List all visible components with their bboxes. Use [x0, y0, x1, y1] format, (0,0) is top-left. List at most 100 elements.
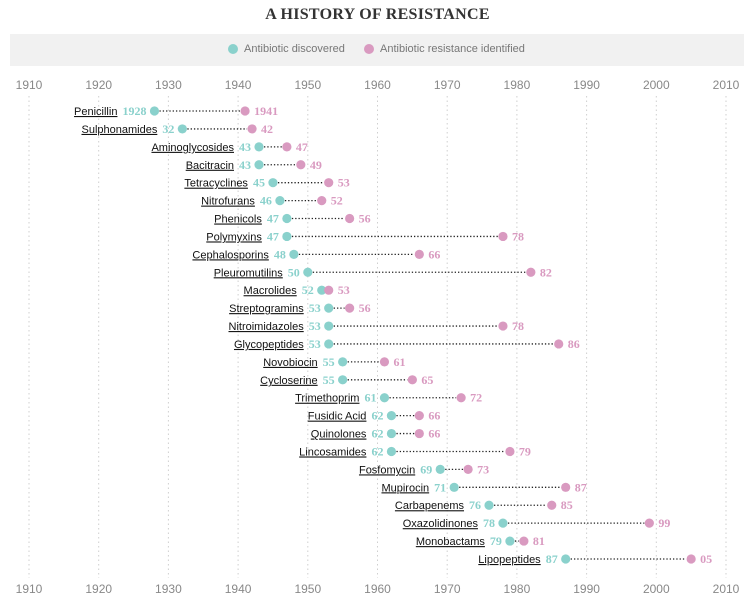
discovered-dot-bacitracin: [254, 160, 264, 170]
row-oxazolidinones: 78 Oxazolidinones 99: [403, 516, 671, 530]
resistance-label-pleuromutilins: 82: [540, 265, 552, 279]
resistance-dot-bacitracin: [296, 160, 306, 170]
discovered-dot-quinolones: [386, 428, 397, 439]
discovered-dot-mupirocin: [449, 482, 459, 492]
name-label-glycopeptides: Glycopeptides: [234, 339, 304, 351]
discovered-dot-oxazolidinones: [498, 518, 508, 528]
resistance-dot-lincosamides: [505, 446, 515, 457]
discovered-dot-macrolides: [317, 285, 327, 295]
row-nitroimidazoles: 53 Nitroimidazoles 78: [229, 319, 524, 333]
name-label-fusidic-acid: Fusidic Acid: [308, 411, 367, 423]
discovered-dot-fusidic-acid: [386, 411, 397, 421]
discovered-label-fosfomycin: 69: [420, 462, 432, 476]
legend-dot-resistance: [364, 44, 374, 54]
resistance-label-penicillin: 1941: [254, 104, 278, 118]
name-label-pleuromutilins: Pleuromutilins: [214, 267, 284, 279]
resistance-label-nitrofurans: 52: [331, 194, 343, 208]
discovered-label-tetracyclines: 45: [253, 176, 265, 190]
row-macrolides: 52 Macrolides 53: [244, 283, 350, 297]
row-quinolones: 62 Quinolones 66: [311, 427, 441, 441]
discovered-label-lincosamides: 62: [371, 444, 383, 458]
resistance-label-lipopeptides: 05: [700, 552, 712, 566]
name-label-cycloserine: Cycloserine: [260, 375, 317, 387]
resistance-label-quinolones: 66: [428, 427, 440, 441]
resistance-label-trimethoprim: 72: [470, 391, 482, 405]
resistance-label-monobactams: 81: [533, 534, 545, 548]
resistance-dot-fusidic-acid: [414, 411, 424, 421]
row-aminoglycosides: 43 Aminoglycosides 47: [151, 140, 307, 154]
name-label-streptogramins: Streptogramins: [229, 303, 304, 315]
x-tick-bottom-1920: 1920: [85, 582, 112, 596]
resistance-label-cephalosporins: 66: [428, 247, 440, 261]
discovered-dot-monobactams: [505, 536, 515, 546]
name-label-bacitracin: Bacitracin: [186, 160, 234, 172]
name-label-polymyxins: Polymyxins: [206, 231, 262, 243]
row-novobiocin: 55 Novobiocin 61: [263, 355, 405, 369]
row-lincosamides: 62 Lincosamides 79: [299, 444, 531, 458]
row-sulphonamides: 32 Sulphonamides 42: [81, 122, 273, 136]
name-label-trimethoprim: Trimethoprim: [295, 393, 359, 405]
discovered-label-nitroimidazoles: 53: [309, 319, 321, 333]
discovered-dot-nitroimidazoles: [324, 321, 334, 331]
name-label-nitroimidazoles: Nitroimidazoles: [229, 321, 305, 333]
name-label-mupirocin: Mupirocin: [381, 482, 429, 494]
resistance-dot-polymyxins: [498, 231, 508, 242]
name-label-phenicols: Phenicols: [214, 214, 262, 226]
row-lipopeptides: 87 Lipopeptides 05: [478, 552, 712, 566]
resistance-dot-tetracyclines: [324, 178, 334, 188]
name-label-cephalosporins: Cephalosporins: [192, 249, 269, 261]
x-tick-top-1930: 1930: [155, 78, 182, 92]
row-pleuromutilins: 50 Pleuromutilins 82: [214, 265, 552, 279]
name-label-quinolones: Quinolones: [311, 429, 367, 441]
discovered-dot-lipopeptides: [561, 554, 571, 564]
x-tick-top-2000: 2000: [643, 78, 670, 92]
discovered-label-bacitracin: 43: [239, 158, 251, 172]
discovered-label-monobactams: 79: [490, 534, 502, 548]
x-tick-top-1980: 1980: [504, 78, 531, 92]
x-tick-bottom-1970: 1970: [434, 582, 461, 596]
discovered-dot-nitrofurans: [275, 196, 285, 206]
resistance-dot-carbapenems: [547, 500, 557, 510]
x-axis-bottom: 1910 1920 1930 1940 1950 1960 1970 1980 1990 2000…: [16, 582, 740, 596]
discovered-dot-lincosamides: [386, 446, 397, 457]
resistance-label-macrolides: 53: [338, 283, 350, 297]
discovered-dot-tetracyclines: [268, 178, 278, 188]
resistance-label-cycloserine: 65: [421, 373, 433, 387]
row-carbapenems: 76 Carbapenems 85: [395, 498, 573, 512]
row-nitrofurans: 46 Nitrofurans 52: [201, 194, 343, 208]
legend-label-discovered: Antibiotic discovered: [244, 43, 345, 55]
name-label-macrolides: Macrolides: [244, 285, 298, 297]
row-trimethoprim: 61 Trimethoprim 72: [295, 391, 482, 405]
discovered-label-trimethoprim: 61: [364, 391, 376, 405]
discovered-label-novobiocin: 55: [323, 355, 335, 369]
discovered-dot-cycloserine: [338, 375, 348, 385]
x-tick-top-1920: 1920: [85, 78, 112, 92]
resistance-dot-cycloserine: [407, 375, 417, 385]
discovered-label-streptogramins: 53: [309, 301, 321, 315]
resistance-label-mupirocin: 87: [575, 480, 587, 494]
name-label-novobiocin: Novobiocin: [263, 357, 317, 369]
grid: [28, 96, 727, 578]
discovered-label-sulphonamides: 32: [162, 122, 174, 136]
resistance-label-nitroimidazoles: 78: [512, 319, 524, 333]
row-phenicols: 47 Phenicols 56: [214, 212, 370, 226]
resistance-dot-nitroimidazoles: [498, 321, 508, 331]
discovered-dot-fosfomycin: [435, 464, 445, 474]
discovered-dot-pleuromutilins: [303, 267, 313, 277]
resistance-dot-trimethoprim: [456, 393, 466, 403]
discovered-dot-cephalosporins: [289, 249, 299, 259]
x-tick-bottom-2000: 2000: [643, 582, 670, 596]
discovered-dot-carbapenems: [484, 500, 494, 510]
name-label-nitrofurans: Nitrofurans: [201, 196, 255, 208]
legend-item-discovered: Antibiotic discovered: [228, 43, 345, 55]
legend-item-resistance: Antibiotic resistance identified: [364, 43, 525, 55]
resistance-dot-mupirocin: [561, 482, 571, 492]
discovered-label-glycopeptides: 53: [309, 337, 321, 351]
name-label-lincosamides: Lincosamides: [299, 446, 367, 458]
discovered-dot-phenicols: [282, 213, 292, 224]
discovered-label-lipopeptides: 87: [546, 552, 558, 566]
resistance-label-polymyxins: 78: [512, 229, 524, 243]
x-tick-top-1960: 1960: [364, 78, 391, 92]
discovered-label-phenicols: 47: [267, 212, 279, 226]
discovered-dot-sulphonamides: [177, 124, 187, 134]
